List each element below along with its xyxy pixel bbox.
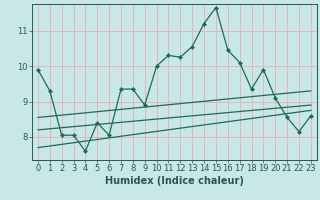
X-axis label: Humidex (Indice chaleur): Humidex (Indice chaleur) (105, 176, 244, 186)
